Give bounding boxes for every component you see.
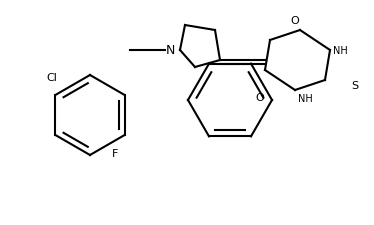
Text: S: S xyxy=(352,81,359,91)
Text: Cl: Cl xyxy=(46,73,58,83)
Text: N: N xyxy=(165,44,175,57)
Text: NH: NH xyxy=(298,94,312,104)
Text: NH: NH xyxy=(332,46,347,56)
Text: O: O xyxy=(255,93,264,103)
Text: O: O xyxy=(291,16,299,26)
Text: F: F xyxy=(112,148,118,158)
